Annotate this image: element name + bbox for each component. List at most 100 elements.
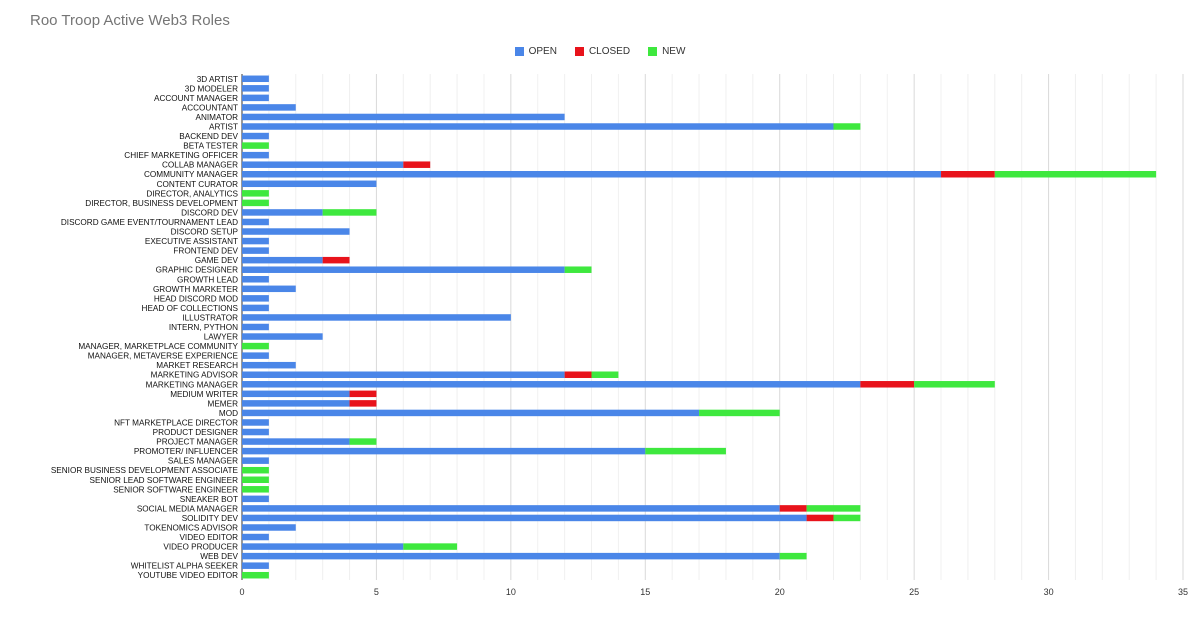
category-label: BETA TESTER (183, 142, 238, 151)
category-label: MANAGER, METAVERSE EXPERIENCE (88, 352, 239, 361)
bar-open (242, 132, 269, 140)
bar-closed (779, 505, 807, 512)
category-label: SENIOR BUSINESS DEVELOPMENT ASSOCIATE (51, 466, 239, 475)
bar-open (242, 533, 269, 541)
category-label: MEDIUM WRITER (170, 390, 238, 399)
legend-swatch-new (648, 47, 658, 56)
bar-open (242, 524, 296, 531)
bar-new (699, 409, 780, 417)
bar-open (242, 552, 780, 560)
legend-item-open: OPEN (514, 46, 557, 57)
category-label: SNEAKER BOT (180, 495, 238, 504)
bar-new (806, 505, 861, 512)
category-label: GROWTH LEAD (177, 275, 238, 284)
category-label: LAWYER (204, 333, 238, 342)
bar-open (242, 323, 269, 331)
bar-new (564, 266, 592, 273)
category-label: FRONTEND DEV (173, 247, 238, 256)
category-label: ANIMATOR (196, 113, 239, 122)
category-label: INTERN, PYTHON (169, 323, 238, 332)
bar-open (242, 247, 269, 254)
bar-open (242, 180, 377, 188)
category-label: GRAPHIC DESIGNER (156, 266, 238, 275)
bar-closed (349, 390, 377, 398)
legend-label-open: OPEN (528, 46, 557, 57)
bar-open (242, 170, 942, 178)
bar-open (242, 543, 404, 550)
category-label: EXECUTIVE ASSISTANT (145, 237, 238, 246)
bar-open (242, 419, 269, 426)
bar-open (242, 333, 323, 340)
category-label: DISCORD SETUP (171, 228, 239, 237)
category-label: PROJECT MANAGER (156, 438, 238, 447)
bar-open (242, 400, 350, 407)
bar-closed (564, 371, 592, 378)
bar-new (242, 571, 269, 579)
category-label: COMMUNITY MANAGER (144, 170, 238, 179)
bar-new (994, 170, 1157, 178)
category-label: DISCORD DEV (181, 208, 238, 217)
bar-open (242, 75, 269, 83)
bar-new (403, 543, 458, 550)
legend-label-closed: CLOSED (588, 46, 631, 57)
bar-closed (941, 170, 995, 178)
category-label: HEAD OF COLLECTIONS (142, 304, 239, 313)
category-label: SOCIAL MEDIA MANAGER (137, 504, 238, 513)
category-label: VIDEO EDITOR (179, 533, 238, 542)
bar-closed (806, 514, 834, 522)
bar-new (242, 199, 269, 207)
bar-new (645, 447, 726, 455)
bar-open (242, 266, 565, 273)
bar-new (833, 514, 861, 522)
bar-open (242, 390, 350, 398)
category-label: MEMER (208, 399, 239, 408)
category-label: ARTIST (209, 123, 238, 132)
chart-title: Roo Troop Active Web3 Roles (30, 12, 230, 29)
legend-swatch-closed (574, 47, 584, 56)
category-label: GAME DEV (195, 256, 239, 265)
bar-open (242, 237, 269, 245)
bar-new (914, 381, 995, 388)
x-tick-label: 5 (374, 587, 379, 597)
bar-open (242, 361, 296, 369)
bar-open (242, 276, 269, 283)
x-tick-label: 20 (775, 587, 785, 597)
bar-open (242, 256, 323, 264)
bar-new (349, 438, 377, 445)
bar-open (242, 123, 834, 130)
category-label: WEB DEV (200, 552, 238, 561)
bar-new (591, 371, 619, 378)
chart-legend: OPEN CLOSED NEW (0, 46, 1200, 57)
bar-open (242, 562, 269, 569)
x-tick-label: 10 (506, 587, 516, 597)
bar-closed (403, 161, 431, 168)
bar-new (242, 342, 269, 350)
bar-open (242, 151, 269, 159)
bar-open (242, 409, 700, 417)
bar-closed (322, 256, 350, 264)
category-label: DIRECTOR, BUSINESS DEVELOPMENT (85, 199, 238, 208)
bar-open (242, 304, 269, 312)
bar-open (242, 381, 861, 388)
category-label: CONTENT CURATOR (157, 180, 239, 189)
bar-closed (349, 400, 377, 407)
category-label: PRODUCT DESIGNER (153, 428, 238, 437)
bar-open (242, 371, 565, 378)
category-label: VIDEO PRODUCER (163, 543, 238, 552)
category-label: COLLAB MANAGER (162, 161, 238, 170)
bar-open (242, 209, 323, 216)
x-tick-label: 25 (909, 587, 919, 597)
category-label: YOUTUBE VIDEO EDITOR (138, 571, 238, 580)
bar-open (242, 218, 269, 226)
category-label: MARKET RESEARCH (156, 361, 238, 370)
bar-open (242, 447, 646, 455)
legend-label-new: NEW (662, 46, 686, 57)
category-label: BACKEND DEV (179, 132, 238, 141)
x-tick-label: 0 (239, 587, 244, 597)
category-label: SOLIDITY DEV (182, 514, 239, 523)
category-label: MANAGER, MARKETPLACE COMMUNITY (78, 342, 238, 351)
bar-new (833, 123, 861, 130)
category-label: ACCOUNT MANAGER (154, 94, 238, 103)
bar-open (242, 505, 780, 512)
